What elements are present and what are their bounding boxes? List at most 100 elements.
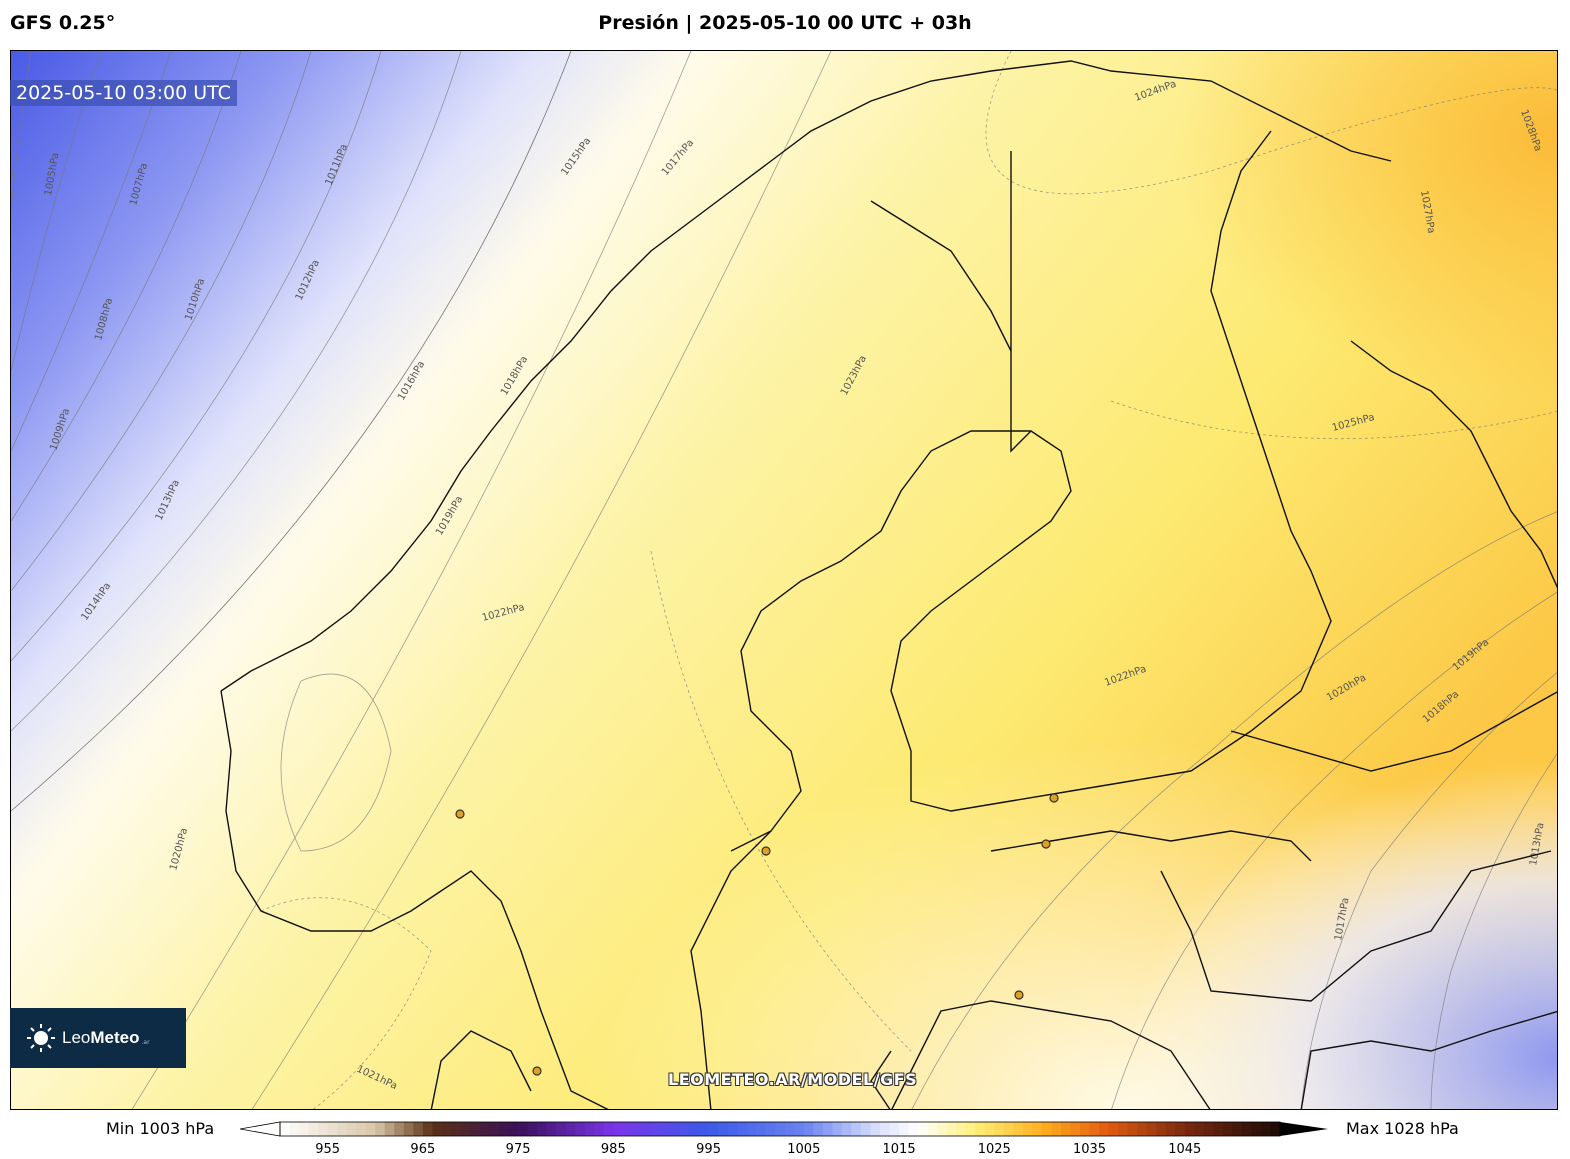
- colorbar-segment: [899, 1122, 910, 1136]
- colorbar-segment: [318, 1122, 329, 1136]
- colorbar-segment: [851, 1122, 862, 1136]
- colorbar-segment: [556, 1122, 567, 1136]
- colorbar-segment: [927, 1122, 938, 1136]
- colorbar-segment: [680, 1122, 691, 1136]
- colorbar-segment: [908, 1122, 919, 1136]
- colorbar-segment: [365, 1122, 376, 1136]
- colorbar-segment: [1194, 1122, 1205, 1136]
- colorbar-segment: [994, 1122, 1005, 1136]
- colorbar-segment: [746, 1122, 757, 1136]
- colorbar-segment: [1203, 1122, 1214, 1136]
- colorbar-segment: [584, 1122, 595, 1136]
- colorbar-segment: [384, 1122, 395, 1136]
- colorbar-segment: [660, 1122, 671, 1136]
- city-marker: [1041, 839, 1051, 849]
- colorbar-segment: [737, 1122, 748, 1136]
- colorbar-segment: [984, 1122, 995, 1136]
- colorbar-segment: [1156, 1122, 1167, 1136]
- colorbar-segment: [308, 1122, 319, 1136]
- colorbar-segment: [1175, 1122, 1186, 1136]
- colorbar-segment: [860, 1122, 871, 1136]
- colorbar-segment: [546, 1122, 557, 1136]
- colorbar-segment: [1041, 1122, 1052, 1136]
- colorbar-tick-label: 1035: [1072, 1142, 1107, 1157]
- legend-max-label: Max 1028 hPa: [1346, 1119, 1459, 1138]
- colorbar-segment: [422, 1122, 433, 1136]
- colorbar-segment: [413, 1122, 424, 1136]
- colorbar-tick-label: 955: [315, 1142, 341, 1157]
- colorbar-min-arrow: [239, 1121, 281, 1137]
- colorbar-segment: [641, 1122, 652, 1136]
- colorbar-segment: [946, 1122, 957, 1136]
- colorbar-segment: [1118, 1122, 1129, 1136]
- colorbar-segment: [470, 1122, 481, 1136]
- colorbar-segment: [460, 1122, 471, 1136]
- colorbar-segment: [1137, 1122, 1148, 1136]
- city-marker: [1014, 990, 1024, 1000]
- colorbar-segment: [375, 1122, 386, 1136]
- colorbar-segment: [1270, 1122, 1281, 1136]
- colorbar-segment: [489, 1122, 500, 1136]
- colorbar-tick-label: 985: [600, 1142, 626, 1157]
- colorbar-segment: [775, 1122, 786, 1136]
- colorbar-svg: [239, 1121, 1328, 1137]
- colorbar-segment: [603, 1122, 614, 1136]
- colorbar-segment: [565, 1122, 576, 1136]
- colorbar-segment: [1060, 1122, 1071, 1136]
- colorbar-segment: [1032, 1122, 1043, 1136]
- colorbar-segment: [337, 1122, 348, 1136]
- colorbar-segment: [1165, 1122, 1176, 1136]
- colorbar-segment: [1232, 1122, 1243, 1136]
- colorbar-segment: [727, 1122, 738, 1136]
- colorbar-segment: [508, 1122, 519, 1136]
- pressure-map[interactable]: 1005hPa 1007hPa 1008hPa 1009hPa 1010hPa …: [10, 50, 1558, 1110]
- colorbar-tick-label: 995: [696, 1142, 721, 1157]
- colorbar-segment: [575, 1122, 586, 1136]
- leometeo-logo[interactable]: LeoMeteo .ar: [10, 1008, 186, 1068]
- colorbar-max-arrow: [1280, 1122, 1328, 1136]
- colorbar-segment: [1222, 1122, 1233, 1136]
- colorbar-segment: [965, 1122, 976, 1136]
- colorbar-segment: [784, 1122, 795, 1136]
- colorbar-segment: [432, 1122, 443, 1136]
- colorbar-segment: [918, 1122, 929, 1136]
- colorbar-segment: [1184, 1122, 1195, 1136]
- colorbar-segment: [1127, 1122, 1138, 1136]
- colorbar-segment: [1070, 1122, 1081, 1136]
- colorbar-segment: [1080, 1122, 1091, 1136]
- colorbar-segment: [708, 1122, 719, 1136]
- colorbar-segment: [1051, 1122, 1062, 1136]
- colorbar-segment: [451, 1122, 462, 1136]
- colorbar-segment: [622, 1122, 633, 1136]
- colorbar-segment: [813, 1122, 824, 1136]
- colorbar-segment: [765, 1122, 776, 1136]
- colorbar-segment: [1013, 1122, 1024, 1136]
- city-marker: [761, 846, 771, 856]
- model-name: GFS 0.25°: [10, 12, 116, 34]
- city-marker: [455, 809, 465, 819]
- colorbar-segment: [889, 1122, 900, 1136]
- city-marker: [1049, 793, 1059, 803]
- colorbar-segment: [356, 1122, 367, 1136]
- colorbar-segment: [1213, 1122, 1224, 1136]
- page-title: Presión | 2025-05-10 00 UTC + 03h: [598, 12, 972, 34]
- logo-suffix: .ar: [141, 1038, 150, 1046]
- colorbar-tick-label: 1015: [882, 1142, 916, 1157]
- colorbar-tick-label: 1045: [1168, 1142, 1202, 1157]
- colorbar: [239, 1120, 1330, 1142]
- colorbar-tick-label: 965: [410, 1142, 436, 1157]
- colorbar-segment: [937, 1122, 948, 1136]
- colorbar-segment: [956, 1122, 967, 1136]
- colorbar-segment: [822, 1122, 833, 1136]
- colorbar-segment: [499, 1122, 510, 1136]
- colorbar-segment: [346, 1122, 357, 1136]
- legend-min-label: Min 1003 hPa: [106, 1119, 215, 1138]
- colorbar-segment: [718, 1122, 729, 1136]
- city-markers: [455, 793, 1059, 1076]
- colorbar-segment: [794, 1122, 805, 1136]
- colorbar-segment: [832, 1122, 843, 1136]
- colorbar-segment: [280, 1122, 291, 1136]
- colorbar-segment: [699, 1122, 710, 1136]
- colorbar-segment: [670, 1122, 681, 1136]
- colorbar-segment: [1251, 1122, 1262, 1136]
